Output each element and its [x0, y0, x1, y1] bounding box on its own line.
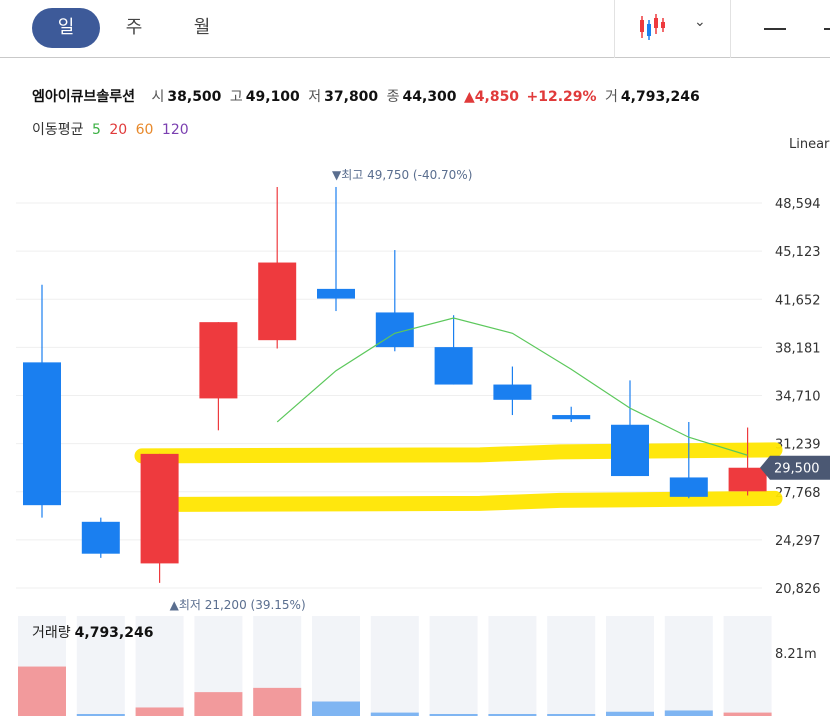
candle-body	[317, 288, 355, 299]
y-tick-label: 48,594	[775, 197, 821, 212]
volume-title: 거래량 4,793,246	[32, 622, 153, 642]
volume-bg	[488, 616, 537, 716]
volume-bg	[135, 616, 184, 716]
divider	[730, 0, 731, 58]
chevron-down-icon[interactable]: ⌄	[694, 14, 706, 30]
stock-info: 엠아이큐브솔루션 시 38,500 고 49,100 저 37,800 종 44,300…	[32, 86, 700, 106]
volume-bar	[370, 712, 419, 716]
volume-bar	[723, 712, 772, 716]
change-percent: +12.29%	[526, 89, 597, 105]
y-tick-label: 41,652	[775, 293, 821, 308]
volume-value: 4,793,246	[620, 89, 700, 105]
volume-bg	[664, 616, 713, 716]
volume-bar	[135, 707, 184, 716]
y-tick-label: 24,297	[775, 534, 821, 549]
y-tick-label: 34,710	[775, 390, 821, 405]
volume-title-label: 거래량	[32, 625, 71, 641]
ma-120[interactable]: 120	[161, 122, 189, 138]
y-tick-label: 27,768	[775, 486, 821, 501]
volume-bar	[194, 692, 243, 716]
volume-bar	[253, 687, 302, 716]
change-value: ▲4,850	[464, 89, 520, 105]
tab-monthly[interactable]: 월	[193, 17, 211, 38]
current-price-tag	[760, 455, 830, 480]
max-marker: ▼최고 49,750 (-40.70%)	[332, 168, 472, 182]
low-label: 저	[308, 89, 322, 105]
y-tick-label: 38,181	[775, 341, 821, 356]
candle-body	[493, 384, 532, 400]
stock-name: 엠아이큐브솔루션	[32, 89, 136, 105]
candle-body	[611, 424, 649, 477]
high-value: 49,100	[245, 89, 300, 105]
volume-bg	[370, 616, 419, 716]
high-label: 고	[229, 89, 243, 105]
open-label: 시	[151, 89, 165, 105]
ma-label: 이동평균	[32, 122, 84, 138]
candle-body	[199, 322, 238, 399]
highlight-stroke	[172, 490, 783, 512]
candle-body	[669, 477, 708, 497]
dash-icon[interactable]	[824, 28, 830, 30]
volume-bar	[76, 714, 125, 716]
current-price-label: 29,500	[774, 462, 820, 477]
volume-bg	[606, 616, 654, 716]
volume-tick-label: 8.21m	[775, 647, 817, 662]
y-tick-label: 20,826	[775, 582, 821, 597]
close-value: 44,300	[402, 89, 457, 105]
ma5-line	[276, 317, 748, 456]
volume-bar	[18, 666, 66, 716]
ma-60[interactable]: 60	[135, 122, 154, 138]
volume-bg	[76, 616, 125, 716]
volume-bg	[429, 616, 478, 716]
candle-body	[434, 347, 473, 385]
minimize-icon[interactable]	[764, 28, 786, 30]
candle-body	[258, 262, 297, 341]
volume-bar	[547, 714, 596, 716]
y-tick-label: 31,239	[775, 438, 821, 453]
tab-weekly[interactable]: 주	[125, 17, 143, 38]
volume-label: 거	[605, 89, 618, 105]
low-value: 37,800	[324, 89, 379, 105]
candle-body	[23, 362, 61, 506]
close-label: 종	[386, 89, 400, 105]
volume-bar	[488, 714, 537, 716]
volume-bar	[312, 701, 360, 716]
y-tick-label: 45,123	[775, 245, 821, 260]
candle-body	[81, 521, 120, 554]
volume-bar	[429, 714, 478, 716]
candle-body	[140, 453, 179, 564]
candle-body	[728, 467, 767, 492]
candle-body	[552, 415, 591, 420]
open-value: 38,500	[167, 89, 222, 105]
volume-bg	[312, 616, 360, 716]
ma-5[interactable]: 5	[91, 122, 101, 138]
min-marker: ▲최저 21,200 (39.15%)	[170, 598, 306, 612]
volume-bg	[547, 616, 596, 716]
toolbar: 일 주 월 ⌄	[0, 0, 830, 58]
volume-bg	[723, 616, 772, 716]
volume-title-value: 4,793,246	[74, 625, 154, 641]
candlestick-chart-icon[interactable]	[638, 12, 670, 42]
volume-bar	[664, 710, 713, 716]
moving-average-legend: 이동평균 5 20 60 120	[32, 119, 189, 139]
highlight-stroke	[134, 442, 783, 464]
ma-20[interactable]: 20	[109, 122, 128, 138]
divider	[614, 0, 615, 58]
scale-mode-toggle[interactable]: Linear	[789, 137, 830, 152]
tab-daily[interactable]: 일	[32, 8, 100, 48]
volume-bar	[606, 711, 654, 716]
